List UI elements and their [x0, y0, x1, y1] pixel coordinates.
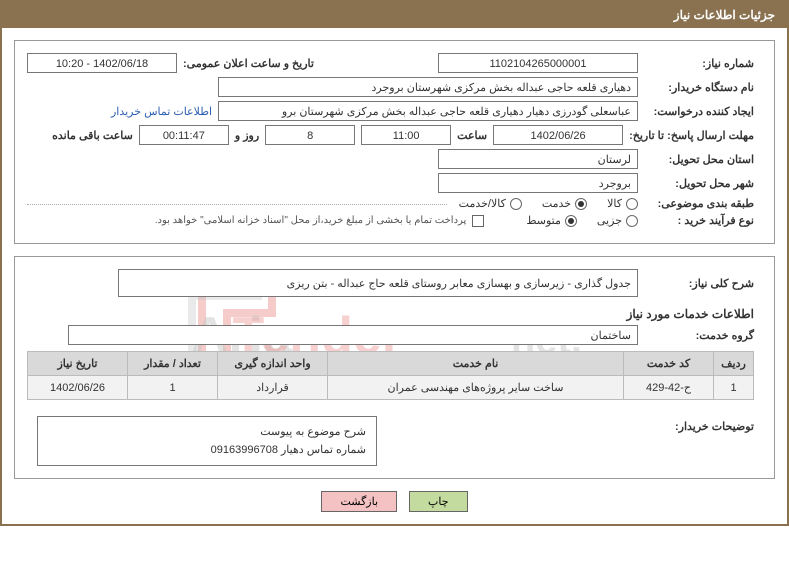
row-delivery-province: استان محل تحویل: لرستان	[27, 149, 754, 169]
td-qty: 1	[128, 376, 218, 400]
radio-motavaset-label: متوسط	[526, 214, 561, 227]
buyer-notes-line2: شماره تماس دهیار 09163996708	[48, 441, 366, 459]
field-deadline-date: 1402/06/26	[493, 125, 623, 145]
label-purchase-type: نوع فرآیند خرید :	[644, 214, 754, 227]
label-summary: شرح کلی نیاز:	[644, 277, 754, 290]
services-table: ردیف کد خدمت نام خدمت واحد اندازه گیری ت…	[27, 351, 754, 400]
field-service-group: ساختمان	[68, 325, 638, 345]
row-need-number: شماره نیاز: 1102104265000001 تاریخ و ساع…	[27, 53, 754, 73]
table-header-row: ردیف کد خدمت نام خدمت واحد اندازه گیری ت…	[28, 352, 754, 376]
field-delivery-province: لرستان	[438, 149, 638, 169]
radio-jozei[interactable]: جزیی	[597, 214, 638, 227]
content-area: Aria Tender .net شماره نیاز: 11021042650…	[2, 28, 787, 524]
row-service-group: گروه خدمت: ساختمان	[27, 325, 754, 345]
field-announce-datetime: 1402/06/18 - 10:20	[27, 53, 177, 73]
label-requester: ایجاد کننده درخواست:	[644, 105, 754, 118]
label-subject-class: طبقه بندی موضوعی:	[644, 197, 754, 210]
label-delivery-province: استان محل تحویل:	[644, 153, 754, 166]
field-deadline-time: 11:00	[361, 125, 451, 145]
label-buyer-org: نام دستگاه خریدار:	[644, 81, 754, 94]
field-summary: جدول گذاری - زیرسازی و بهسازی معابر روست…	[118, 269, 638, 297]
subject-class-radios: کالا خدمت کالا/خدمت	[459, 197, 638, 210]
panel-title: جزئیات اطلاعات نیاز	[2, 2, 787, 28]
note-treasury: پرداخت تمام یا بخشی از مبلغ خرید،از محل …	[155, 215, 467, 226]
td-row: 1	[714, 376, 754, 400]
table-row: 1 ح-42-429 ساخت سایر پروژه‌های مهندسی عم…	[28, 376, 754, 400]
label-delivery-city: شهر محل تحویل:	[644, 177, 754, 190]
checkbox-treasury[interactable]	[472, 215, 484, 227]
radio-khadamat-label: خدمت	[542, 197, 571, 210]
radio-kala-khadamat[interactable]: کالا/خدمت	[459, 197, 522, 210]
th-name: نام خدمت	[328, 352, 624, 376]
th-qty: تعداد / مقدار	[128, 352, 218, 376]
td-unit: قرارداد	[218, 376, 328, 400]
row-buyer-org: نام دستگاه خریدار: دهیاری قلعه حاجی عبدا…	[27, 77, 754, 97]
th-row: ردیف	[714, 352, 754, 376]
th-unit: واحد اندازه گیری	[218, 352, 328, 376]
label-services-header: اطلاعات خدمات مورد نیاز	[627, 307, 754, 321]
radio-motavaset[interactable]: متوسط	[526, 214, 577, 227]
row-purchase-type: نوع فرآیند خرید : جزیی متوسط پرداخت تمام…	[27, 214, 754, 227]
label-buyer-notes: توضیحات خریدار:	[644, 420, 754, 433]
row-reply-deadline: مهلت ارسال پاسخ: تا تاریخ: 1402/06/26 سا…	[27, 125, 754, 145]
radio-jozei-label: جزیی	[597, 214, 622, 227]
header-form-box: شماره نیاز: 1102104265000001 تاریخ و ساع…	[14, 40, 775, 244]
row-subject-class: طبقه بندی موضوعی: کالا خدمت کالا/خدمت	[27, 197, 754, 210]
field-deadline-countdown: 00:11:47	[139, 125, 229, 145]
td-name: ساخت سایر پروژه‌های مهندسی عمران	[328, 376, 624, 400]
field-buyer-org: دهیاری قلعه حاجی عبداله بخش مرکزی شهرستا…	[218, 77, 638, 97]
main-panel: جزئیات اطلاعات نیاز Aria Tender .net شما…	[0, 0, 789, 526]
label-need-number: شماره نیاز:	[644, 57, 754, 70]
td-code: ح-42-429	[624, 376, 714, 400]
field-requester: عباسعلی گودرزی دهیار دهیاری قلعه حاجی عب…	[218, 101, 638, 121]
label-days-and: روز و	[235, 129, 259, 142]
row-requester: ایجاد کننده درخواست: عباسعلی گودرزی دهیا…	[27, 101, 754, 121]
field-need-number: 1102104265000001	[438, 53, 638, 73]
field-buyer-notes: شرح موضوع به پیوست شماره تماس دهیار 0916…	[37, 416, 377, 466]
label-remaining: ساعت باقی مانده	[52, 129, 133, 142]
row-buyer-notes: توضیحات خریدار: شرح موضوع به پیوست شماره…	[27, 408, 754, 466]
row-delivery-city: شهر محل تحویل: بروجرد	[27, 173, 754, 193]
print-button[interactable]: چاپ	[409, 491, 468, 512]
field-delivery-city: بروجرد	[438, 173, 638, 193]
link-buyer-contact[interactable]: اطلاعات تماس خریدار	[111, 105, 212, 118]
radio-khadamat[interactable]: خدمت	[542, 197, 587, 210]
radio-kala[interactable]: کالا	[607, 197, 638, 210]
label-announce-datetime: تاریخ و ساعت اعلان عمومی:	[183, 57, 314, 70]
row-summary: شرح کلی نیاز: جدول گذاری - زیرسازی و بهس…	[27, 269, 754, 297]
purchase-type-radios: جزیی متوسط	[526, 214, 638, 227]
buyer-notes-line1: شرح موضوع به پیوست	[48, 423, 366, 441]
field-deadline-days: 8	[265, 125, 355, 145]
row-services-header: اطلاعات خدمات مورد نیاز	[27, 307, 754, 321]
label-deadline-time: ساعت	[457, 129, 487, 142]
label-reply-deadline: مهلت ارسال پاسخ: تا تاریخ:	[629, 129, 754, 142]
button-row: چاپ بازگشت	[14, 491, 775, 512]
td-date: 1402/06/26	[28, 376, 128, 400]
details-box: شرح کلی نیاز: جدول گذاری - زیرسازی و بهس…	[14, 256, 775, 479]
radio-kala-khadamat-label: کالا/خدمت	[459, 197, 506, 210]
radio-kala-label: کالا	[607, 197, 622, 210]
th-code: کد خدمت	[624, 352, 714, 376]
th-date: تاریخ نیاز	[28, 352, 128, 376]
label-service-group: گروه خدمت:	[644, 329, 754, 342]
back-button[interactable]: بازگشت	[321, 491, 397, 512]
